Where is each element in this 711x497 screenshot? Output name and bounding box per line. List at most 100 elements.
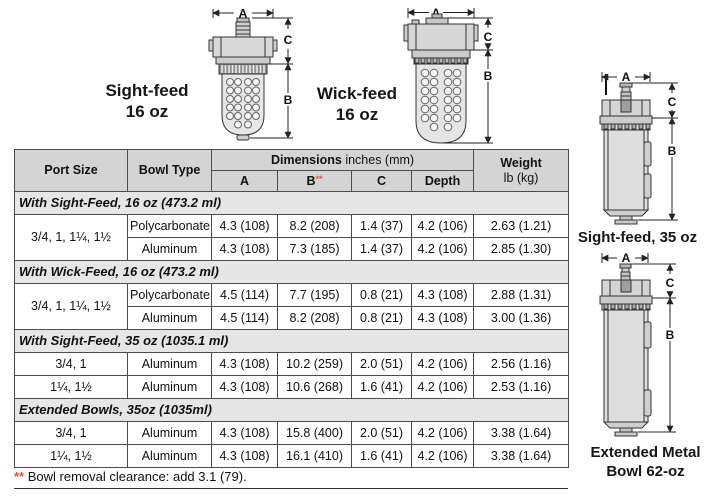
label-line: Bowl 62-oz	[606, 463, 685, 480]
cell-dim-b: 7.7 (195)	[277, 283, 352, 307]
dimensions-units: inches (mm)	[345, 152, 415, 167]
section-row-sight-feed-16: With Sight-Feed, 16 oz (473.2 ml)	[13, 191, 570, 215]
cell-depth: 4.2 (106)	[410, 375, 475, 399]
table-row: 3/4, 1, 1¼, 1½ Polycarbonate 4.3 (108) 8…	[14, 214, 570, 261]
label-line: Extended Metal	[590, 444, 701, 461]
table-row: 1¼, 1½ Aluminum 4.3 (108) 16.1 (410) 1.6…	[14, 444, 570, 468]
cell-depth: 4.2 (106)	[410, 444, 475, 468]
section-title: With Wick-Feed, 16 oz (473.2 ml)	[13, 260, 570, 284]
sight-dome-holes	[420, 68, 462, 132]
dim-label-a: A	[622, 70, 631, 84]
sight-dome-holes	[226, 78, 260, 129]
cell-dim-c: 1.6 (41)	[351, 375, 412, 399]
weight-units: lb (kg)	[503, 170, 539, 185]
cell-weight: 2.88 (1.31)	[473, 283, 570, 307]
cell-port-size: 3/4, 1, 1¼, 1½	[14, 214, 128, 261]
col-b-letter: B	[306, 173, 316, 188]
cell-dim-a: 4.5 (114)	[211, 306, 278, 330]
footnote-text: Bowl removal clearance: add 3.1 (79).	[24, 469, 247, 484]
cell-dim-c: 0.8 (21)	[351, 306, 412, 330]
table-header: Port Size Bowl Type Dimensions inches (m…	[14, 149, 570, 192]
extended-metal-bowl-62oz-diagram: A C B	[599, 251, 676, 437]
wick-feed-16oz-diagram: A C	[403, 6, 494, 144]
label-line: Wick-feed	[316, 84, 398, 103]
cell-dim-b: 8.2 (208)	[277, 214, 352, 238]
cell-bowl-type: Aluminum	[127, 444, 212, 468]
dim-label-c: C	[668, 95, 677, 109]
cell-dim-c: 1.4 (37)	[351, 237, 412, 261]
section-row-wick-feed-16: With Wick-Feed, 16 oz (473.2 ml)	[13, 260, 570, 284]
dim-label-a: A	[432, 6, 441, 20]
dim-label-c: C	[666, 276, 675, 290]
cell-depth: 4.2 (106)	[410, 237, 475, 261]
table-row: 3/4, 1 Aluminum 4.3 (108) 15.8 (400) 2.0…	[14, 421, 570, 445]
weight-title: Weight	[500, 156, 542, 171]
cell-bowl-type: Aluminum	[127, 237, 212, 261]
cell-weight: 2.85 (1.30)	[473, 237, 570, 261]
cell-port-size: 3/4, 1	[14, 421, 128, 445]
cell-dim-b: 10.6 (268)	[277, 375, 352, 399]
label-wick-feed-16oz: Wick-feed 16 oz	[286, 83, 428, 125]
table-row: 3/4, 1 Aluminum 4.3 (108) 10.2 (259) 2.0…	[14, 352, 570, 376]
col-header-weight: Weight lb (kg)	[473, 149, 570, 192]
table-row: 3/4, 1, 1¼, 1½ Polycarbonate 4.5 (114) 7…	[14, 283, 570, 330]
dim-label-a: A	[622, 251, 631, 265]
dimensions-table: Port Size Bowl Type Dimensions inches (m…	[13, 149, 570, 468]
cell-dim-b: 8.2 (208)	[277, 306, 352, 330]
section-row-extended-bowls: Extended Bowls, 35oz (1035ml)	[13, 398, 570, 422]
cell-dim-b: 7.3 (185)	[277, 237, 352, 261]
header-row-2: A B** C Depth	[15, 170, 569, 192]
cell-weight: 3.38 (1.64)	[473, 444, 570, 468]
cell-weight: 3.38 (1.64)	[473, 421, 570, 445]
col-header-bowl-type: Bowl Type	[127, 149, 212, 192]
label-line: Sight-feed	[105, 81, 189, 100]
col-header-depth: Depth	[410, 170, 475, 192]
col-header-port-size: Port Size	[14, 149, 128, 192]
cell-depth: 4.2 (106)	[410, 214, 475, 238]
cell-dim-a: 4.3 (108)	[211, 375, 278, 399]
cell-dim-c: 2.0 (51)	[351, 352, 412, 376]
label-sight-feed-16oz: Sight-feed 16 oz	[76, 80, 218, 122]
sight-feed-35oz-diagram: A C B	[599, 70, 678, 225]
col-b-footnote-marker: **	[315, 173, 323, 184]
section-title: With Sight-Feed, 35 oz (1035.1 ml)	[13, 329, 570, 353]
cell-port-size: 3/4, 1, 1¼, 1½	[14, 283, 128, 330]
col-header-b: B**	[277, 170, 352, 192]
sight-feed-16oz-diagram: A	[208, 7, 294, 141]
cell-dim-c: 1.6 (41)	[351, 444, 412, 468]
dim-label-b: B	[284, 93, 293, 107]
cell-depth: 4.3 (108)	[410, 306, 475, 330]
cell-dim-a: 4.3 (108)	[211, 421, 278, 445]
section-title: With Sight-Feed, 16 oz (473.2 ml)	[13, 191, 570, 215]
cell-port-size: 1¼, 1½	[14, 375, 128, 399]
cell-dim-b: 10.2 (259)	[277, 352, 352, 376]
collar-teeth	[414, 57, 468, 64]
cell-depth: 4.2 (106)	[410, 421, 475, 445]
cell-dim-a: 4.3 (108)	[211, 237, 278, 261]
cell-dim-a: 4.5 (114)	[211, 283, 278, 307]
cell-bowl-type: Aluminum	[127, 375, 212, 399]
table-footnote: ** Bowl removal clearance: add 3.1 (79).	[14, 467, 568, 489]
cell-depth: 4.2 (106)	[410, 352, 475, 376]
col-header-dimensions: Dimensions inches (mm)	[210, 149, 475, 171]
cell-dim-c: 0.8 (21)	[351, 283, 412, 307]
dimensions-title: Dimensions	[270, 152, 342, 167]
collar-teeth	[603, 123, 651, 130]
cell-bowl-type: Aluminum	[127, 306, 212, 330]
stray-mark	[605, 74, 607, 95]
dim-label-b: B	[484, 69, 493, 83]
cell-dim-b: 15.8 (400)	[277, 421, 352, 445]
cell-weight: 3.00 (1.36)	[473, 306, 570, 330]
section-row-sight-feed-35: With Sight-Feed, 35 oz (1035.1 ml)	[13, 329, 570, 353]
label-line: 16 oz	[335, 105, 379, 124]
cell-bowl-type: Polycarbonate	[127, 283, 212, 307]
header-row-1: Port Size Bowl Type Dimensions inches (m…	[14, 149, 570, 192]
table-row: Aluminum 4.5 (114) 8.2 (208) 0.8 (21) 4.…	[15, 306, 570, 330]
collar-teeth	[603, 303, 651, 310]
dim-label-c: C	[284, 33, 293, 47]
section-title: Extended Bowls, 35oz (1035ml)	[13, 398, 570, 422]
col-header-c: C	[351, 170, 412, 192]
cell-weight: 2.63 (1.21)	[473, 214, 570, 238]
cell-dim-b: 16.1 (410)	[277, 444, 352, 468]
